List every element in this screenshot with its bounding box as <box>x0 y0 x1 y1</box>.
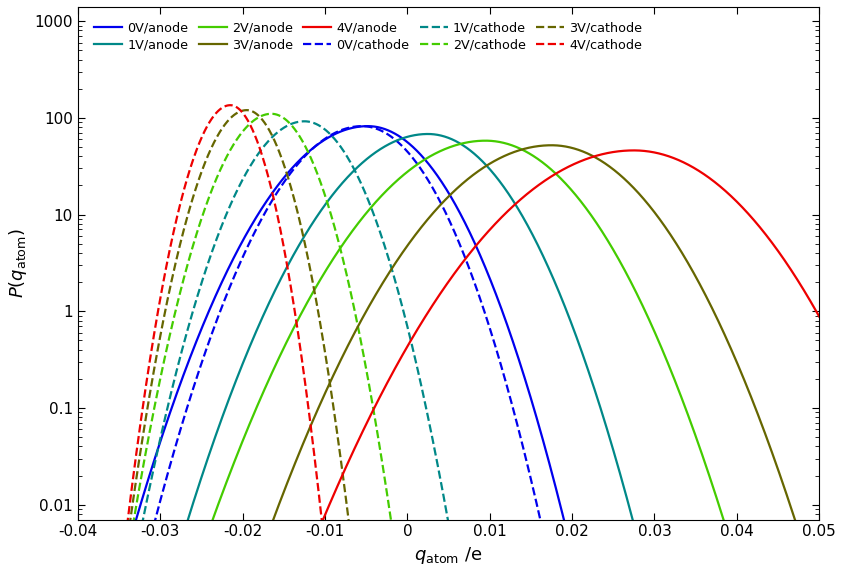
4V/anode <box>830 344 840 351</box>
4V/anode <box>672 156 682 163</box>
0V/cathode <box>514 430 524 437</box>
3V/anode <box>631 186 641 193</box>
0V/cathode <box>336 127 346 134</box>
4V/anode <box>548 172 558 179</box>
Y-axis label: $P(q_\mathrm{atom})$: $P(q_\mathrm{atom})$ <box>7 229 29 298</box>
3V/anode <box>548 142 558 149</box>
2V/anode <box>548 168 558 175</box>
Line: 3V/cathode: 3V/cathode <box>130 110 349 526</box>
Line: 2V/anode: 2V/anode <box>211 141 726 526</box>
Legend: 0V/anode, 1V/anode, 2V/anode, 3V/anode, 4V/anode, 0V/cathode, 1V/cathode, 2V/cat: 0V/anode, 1V/anode, 2V/anode, 3V/anode, … <box>92 18 645 54</box>
Line: 1V/anode: 1V/anode <box>186 134 634 526</box>
3V/anode <box>672 241 682 248</box>
1V/anode <box>548 275 558 282</box>
4V/anode <box>336 473 346 480</box>
Line: 0V/anode: 0V/anode <box>134 126 566 526</box>
X-axis label: $q_\mathrm{atom}$ /e: $q_\mathrm{atom}$ /e <box>414 545 483 566</box>
3V/anode <box>336 355 346 362</box>
1V/anode <box>514 208 524 215</box>
Line: 1V/cathode: 1V/cathode <box>142 121 449 525</box>
2V/cathode <box>336 251 346 258</box>
1V/anode <box>336 180 346 187</box>
4V/anode <box>514 197 524 204</box>
0V/anode <box>514 358 524 365</box>
4V/anode <box>631 147 641 154</box>
2V/anode <box>514 145 524 152</box>
Line: 0V/cathode: 0V/cathode <box>153 126 542 526</box>
2V/anode <box>631 288 641 295</box>
Line: 4V/anode: 4V/anode <box>320 150 835 526</box>
1V/cathode <box>336 145 346 152</box>
Line: 3V/anode: 3V/anode <box>271 146 797 526</box>
3V/anode <box>514 147 524 154</box>
0V/anode <box>548 475 558 482</box>
Line: 2V/cathode: 2V/cathode <box>133 114 392 526</box>
2V/anode <box>336 242 346 249</box>
Line: 4V/cathode: 4V/cathode <box>127 105 322 526</box>
0V/anode <box>336 128 346 135</box>
3V/cathode <box>336 463 346 470</box>
2V/anode <box>672 382 682 388</box>
